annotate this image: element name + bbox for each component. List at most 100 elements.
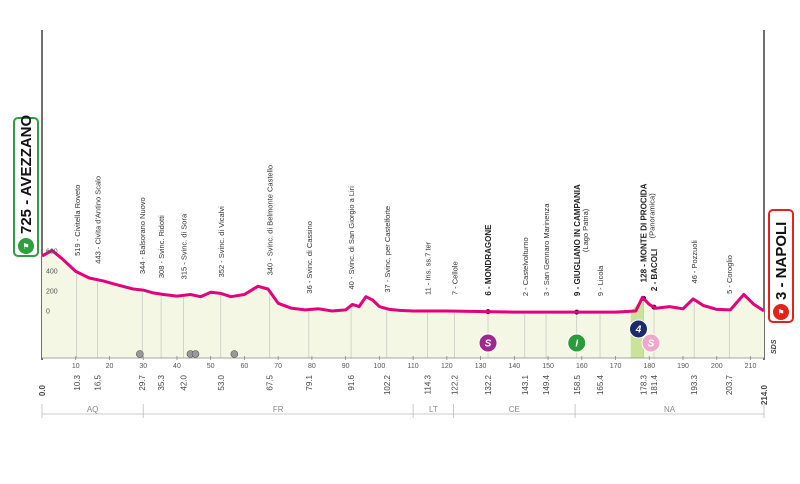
icon-glyph: S — [648, 339, 655, 350]
point-name-label: 315 - Svinc. di Sora — [180, 213, 189, 279]
distance-axis: 10 20 30 40 50 60 70 80 90 100 110 120 130 140 150 160 1… — [72, 356, 757, 370]
icon-glyph: I — [575, 339, 578, 350]
distance-tick-label: 40 — [173, 363, 181, 370]
distance-tick-label: 50 — [207, 363, 215, 370]
tunnel-marker-icon — [136, 350, 144, 358]
icon-glyph: S — [485, 339, 492, 350]
distance-tick-label: 60 — [241, 363, 249, 370]
point-name-label: 3 - San Gennaro Marinenza — [542, 203, 551, 296]
point-km-label: 91.6 — [347, 374, 356, 390]
elevation-tick-label: 200 — [46, 289, 58, 296]
distance-tick-label: 190 — [677, 363, 689, 370]
point-name-label: 7 - Cellole — [450, 261, 459, 295]
start-box: ⚑ 725 - AVEZZANO — [13, 114, 39, 257]
sprint-s-icon — [478, 333, 498, 353]
point-km-label: 16.5 — [94, 374, 103, 390]
profile-line — [41, 249, 765, 314]
point-sub-label: (Lago Patria) — [581, 208, 590, 252]
distance-tick-label: 90 — [342, 363, 350, 370]
distance-tick-label: 10 — [72, 363, 80, 370]
distance-tick-label: 20 — [106, 363, 114, 370]
point-name-label: 2 - Castelvolturno — [521, 237, 530, 296]
point-name-label: 519 - Civitella Roveto — [73, 185, 82, 256]
point-km-label: 29.7 — [138, 374, 147, 390]
regions-bar: AQ FR LT CE NA — [41, 404, 765, 418]
region-label: FR — [273, 405, 284, 414]
climb-4-icon — [628, 319, 648, 339]
distance-tick-label: 110 — [408, 363, 419, 370]
point-km-label: 67.5 — [266, 374, 275, 390]
distance-tick-label: 160 — [576, 363, 588, 370]
point-km-label: 10.3 — [73, 374, 82, 390]
point-km-label: 149.4 — [542, 374, 551, 395]
point-km-label: 181.4 — [650, 374, 659, 395]
point-km-label: 178.3 — [640, 374, 649, 395]
region-label: NA — [664, 405, 676, 414]
elevation-tick-label: 400 — [46, 269, 58, 276]
km-labels: 10.3 16.5 29.7 35.3 42.0 53.0 67.5 79.1 91.6 102.… — [73, 374, 734, 395]
point-name-label: 128 - MONTE DI PROCIDA — [640, 183, 649, 282]
tunnel-marker-icon — [191, 350, 200, 358]
intermediate-i-icon — [567, 333, 587, 353]
point-km-label: 35.3 — [157, 374, 166, 390]
point-name-label: 46 - Pozzuoli — [690, 240, 699, 284]
point-name-label: 36 - Svinc. di Cassino — [305, 221, 314, 294]
point-name-label: 9 - GIUGLIANO IN CAMPANIA — [573, 184, 582, 296]
tunnel-markers — [136, 350, 239, 358]
distance-tick-label: 150 — [542, 363, 554, 370]
point-km-label: 143.1 — [521, 374, 530, 395]
icon-glyph: 4 — [635, 325, 642, 336]
point-km-label: 193.3 — [690, 374, 699, 395]
finish-label: 3 - NAPOLI — [773, 222, 790, 300]
point-name-label: 11 - Ins. ss.7 ter — [424, 241, 433, 295]
svg-text:⚑: ⚑ — [777, 308, 784, 317]
point-km-label: 114.3 — [424, 374, 433, 394]
point-km-label: 165.4 — [596, 374, 605, 395]
point-name-label: 5 - Coroglio — [725, 255, 734, 294]
distance-tick-label: 130 — [475, 363, 487, 370]
region-label: AQ — [87, 405, 99, 414]
km-start-label: 0.0 — [38, 384, 47, 396]
point-name-label: 9 - Licola — [596, 265, 605, 296]
point-km-label: 203.7 — [725, 374, 734, 395]
sprint-s-pink-icon — [641, 333, 661, 353]
point-km-label: 53.0 — [217, 374, 226, 390]
elevation-tick-label: 0 — [46, 309, 50, 316]
start-label: 725 - AVEZZANO — [18, 114, 35, 234]
region-label: LT — [429, 405, 438, 414]
brand-label: SDS — [771, 339, 778, 354]
point-km-label: 122.2 — [450, 374, 459, 395]
distance-tick-label: 80 — [308, 363, 316, 370]
distance-tick-label: 70 — [274, 363, 282, 370]
point-labels: 519 - Civitella Roveto 443 - Civita d'Ant… — [73, 165, 734, 296]
tunnel-marker-icon — [230, 350, 239, 358]
point-name-label: 37 - Svinc. per Castelforte — [383, 206, 392, 293]
profile-area — [42, 250, 764, 358]
point-km-label: 79.1 — [305, 374, 314, 390]
point-name-label: 443 - Civita d'Antino Scalo — [94, 176, 103, 264]
finish-box: ⚑ 3 - NAPOLI — [768, 209, 794, 323]
point-name-label: 308 - Svinc. Ridotti — [157, 215, 166, 278]
point-name-label: 352 - Svinc. di Vicalvi — [217, 206, 226, 277]
point-km-label: 102.2 — [383, 374, 392, 395]
km-end-label: 214.0 — [760, 384, 769, 405]
elevation-axis: 600 400 200 0 — [46, 249, 58, 316]
distance-tick-label: 140 — [508, 363, 520, 370]
elevation-tick-label: 600 — [46, 249, 58, 256]
distance-tick-label: 210 — [745, 363, 757, 370]
distance-tick-label: 120 — [441, 363, 453, 370]
distance-tick-label: 170 — [610, 363, 622, 370]
start-flag-icon — [18, 238, 34, 254]
profile-icons: S I4S — [478, 319, 661, 353]
point-km-label: 132.2 — [484, 374, 493, 395]
region-label: CE — [509, 405, 520, 414]
point-name-label: 2 - BACOLI — [650, 249, 659, 291]
distance-tick-label: 200 — [711, 363, 723, 370]
distance-tick-label: 180 — [643, 363, 655, 370]
svg-text:⚑: ⚑ — [22, 242, 29, 251]
point-name-label: 344 - Balsorano Nuovo — [138, 197, 147, 274]
point-name-label: 340 - Svinc. di Belmonte Castello — [266, 165, 275, 275]
distance-tick-label: 100 — [374, 363, 386, 370]
